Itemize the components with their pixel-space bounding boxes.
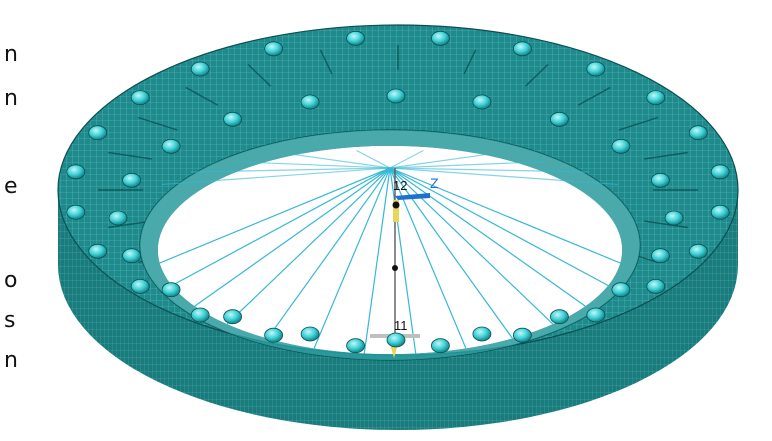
segment-separator — [644, 151, 688, 160]
edge-text-4: o — [4, 268, 18, 293]
segment-separator — [644, 220, 688, 229]
bolt-head — [130, 278, 150, 294]
bolt-head — [550, 309, 569, 325]
node-label-bottom: 11 — [394, 318, 408, 333]
bolt-head — [513, 41, 532, 57]
spoke-line — [389, 167, 586, 307]
bolt-head — [161, 282, 181, 298]
edge-text-3: e — [4, 174, 18, 199]
segment-separator — [618, 116, 659, 131]
interior-opening — [158, 146, 622, 354]
axis-z-label: Z — [430, 175, 439, 191]
bolt-head — [223, 309, 243, 325]
bolt-head — [66, 164, 86, 180]
edge-text-2: n — [4, 86, 18, 111]
segment-separator — [247, 63, 271, 87]
edge-text-1: n — [4, 42, 18, 67]
spoke-line — [190, 167, 391, 173]
spoke-line — [389, 167, 417, 354]
bolt-head — [88, 125, 108, 141]
bolt-head — [386, 332, 406, 348]
bolt-head — [430, 30, 450, 46]
bolt-head — [688, 125, 708, 141]
bolt-head — [346, 30, 366, 46]
bolt-head — [710, 164, 730, 180]
bolt-head — [161, 138, 181, 154]
bolt-heads — [66, 30, 730, 354]
bolt-head — [122, 248, 142, 264]
bolt-head — [550, 111, 569, 127]
segment-separator — [577, 86, 611, 106]
bolt-head — [646, 278, 666, 294]
bolt-head — [386, 88, 406, 104]
center-marker — [392, 265, 398, 271]
bolt-head — [88, 243, 108, 259]
bolt-head — [264, 41, 284, 57]
bolt-head — [586, 307, 606, 323]
spoke-line — [356, 149, 391, 169]
bolt-head — [664, 210, 684, 226]
bolt-head — [710, 204, 730, 220]
bolt-head — [472, 94, 492, 110]
triad-axis-blue — [395, 193, 430, 200]
segment-separator — [137, 116, 178, 131]
spoke-line — [226, 167, 391, 325]
triad-origin — [392, 201, 400, 209]
bolt-head — [346, 338, 366, 354]
spoke-line — [389, 153, 488, 169]
segment-separator — [108, 151, 152, 160]
spoke-line — [389, 149, 424, 169]
spoke-line — [363, 167, 391, 354]
spoke-line — [171, 167, 391, 287]
bolt-head — [513, 327, 532, 343]
segment-separator — [463, 49, 477, 75]
triad-axis-yellow — [393, 200, 399, 222]
spoke-line — [389, 167, 621, 264]
spoke-line — [235, 161, 391, 169]
spoke-line — [389, 167, 619, 186]
bolt-head — [586, 61, 606, 77]
spoke-line — [389, 167, 609, 287]
segment-separator — [319, 49, 333, 75]
bolt-head — [611, 138, 631, 154]
bolt-head — [190, 307, 210, 323]
spoke-lines — [159, 149, 621, 354]
bolt-head — [472, 326, 492, 342]
bolt-head — [264, 327, 284, 343]
segment-separator — [525, 63, 549, 87]
bolt-head — [651, 172, 670, 188]
bolt-head — [122, 172, 142, 188]
segment-separator — [108, 220, 152, 229]
spoke-line — [389, 161, 545, 169]
bolt-head — [646, 90, 666, 105]
bolt-head — [651, 248, 670, 264]
bolt-head — [300, 94, 320, 110]
coordinate-triad — [392, 193, 430, 222]
bolt-head — [300, 326, 320, 342]
bolt-head — [190, 61, 210, 77]
spoke-line — [313, 167, 391, 349]
bolt-head — [688, 243, 708, 259]
outer-side-wall — [58, 190, 738, 430]
spoke-line — [267, 167, 391, 339]
edge-text-6: n — [4, 348, 18, 373]
bolt-head — [130, 90, 150, 105]
spoke-line — [389, 167, 590, 173]
node-label-top: 12 — [393, 178, 407, 193]
bottom-node-marker — [390, 344, 398, 358]
bolt-head — [223, 111, 243, 127]
spoke-line — [159, 167, 391, 264]
spoke-line — [161, 167, 391, 186]
bolt-head — [66, 204, 86, 220]
spoke-line — [389, 167, 554, 325]
bolt-head — [430, 338, 450, 354]
segment-separator — [185, 86, 219, 106]
bolt-head — [611, 282, 631, 298]
spoke-line — [292, 153, 391, 169]
bolt-head — [108, 210, 128, 226]
spoke-line — [194, 167, 391, 307]
edge-text-5: s — [4, 308, 16, 333]
